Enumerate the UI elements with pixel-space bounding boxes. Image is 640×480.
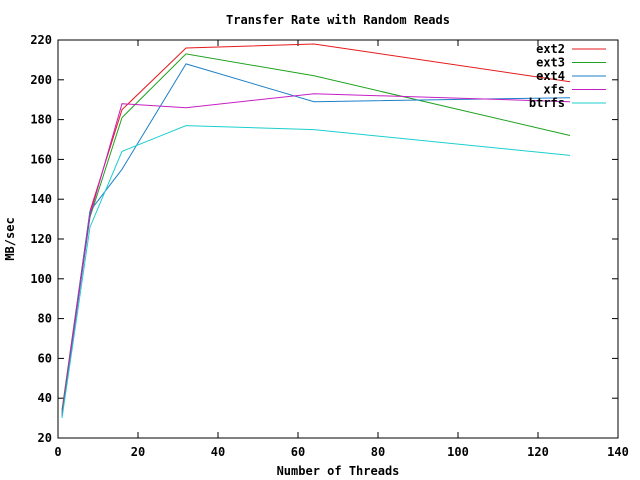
x-tick-label: 100 bbox=[447, 445, 469, 459]
series-line-btrfs bbox=[61, 125, 571, 419]
y-axis-label: MB/sec bbox=[3, 217, 17, 260]
y-tick-label: 140 bbox=[30, 192, 52, 206]
x-tick-label: 0 bbox=[54, 445, 61, 459]
y-tick-label: 180 bbox=[30, 113, 52, 127]
x-tick-label: 40 bbox=[211, 445, 225, 459]
series-line-xfs bbox=[61, 93, 571, 417]
x-axis-label: Number of Threads bbox=[277, 464, 400, 478]
y-tick-label: 100 bbox=[30, 272, 52, 286]
x-tick-label: 140 bbox=[607, 445, 629, 459]
legend-label-xfs: xfs bbox=[543, 83, 565, 97]
y-tick-label: 220 bbox=[30, 33, 52, 47]
legend-label-btrfs: btrfs bbox=[529, 96, 565, 110]
y-tick-label: 60 bbox=[38, 351, 52, 365]
x-tick-label: 60 bbox=[291, 445, 305, 459]
series-layer bbox=[61, 43, 571, 419]
series-line-ext4 bbox=[61, 63, 571, 415]
y-tick-label: 160 bbox=[30, 152, 52, 166]
y-tick-label: 120 bbox=[30, 232, 52, 246]
y-tick-label: 20 bbox=[38, 431, 52, 445]
legend-label-ext4: ext4 bbox=[536, 69, 565, 83]
legend-label-ext3: ext3 bbox=[536, 56, 565, 70]
x-tick-label: 80 bbox=[371, 445, 385, 459]
chart-title: Transfer Rate with Random Reads bbox=[226, 13, 450, 27]
plot-frame bbox=[57, 39, 619, 439]
y-tick-label: 200 bbox=[30, 73, 52, 87]
x-tick-label: 20 bbox=[131, 445, 145, 459]
y-tick-label: 40 bbox=[38, 391, 52, 405]
x-tick-label: 120 bbox=[527, 445, 549, 459]
legend-label-ext2: ext2 bbox=[536, 42, 565, 56]
y-tick-label: 80 bbox=[38, 312, 52, 326]
